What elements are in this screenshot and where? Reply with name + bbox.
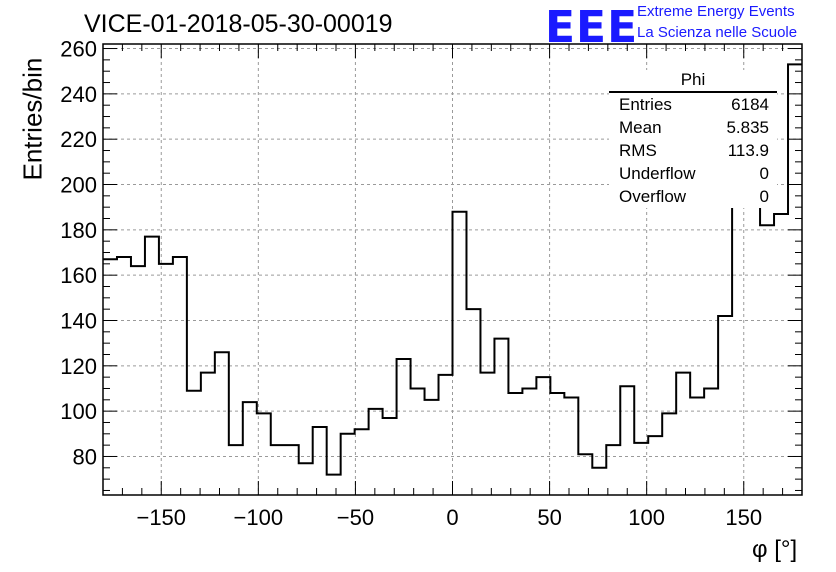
histogram-bin	[201, 373, 215, 495]
y-tick-label: 240	[60, 82, 97, 107]
histogram-bin	[215, 352, 229, 495]
stats-value: 6184	[731, 95, 769, 114]
histogram-bin	[131, 266, 145, 495]
histogram-bin	[550, 393, 564, 495]
stats-box: Phi Entries 6184 Mean 5.835 RMS 113.9 Un…	[609, 70, 777, 208]
stats-row: Mean 5.835	[609, 116, 777, 139]
histogram-bin	[271, 445, 285, 495]
y-tick-label: 100	[60, 399, 97, 424]
stats-title: Phi	[609, 70, 777, 93]
y-tick-label: 180	[60, 218, 97, 243]
histogram-bin	[788, 64, 802, 495]
histogram-bin	[369, 409, 383, 495]
chart-title: VICE-01-2018-05-30-00019	[84, 10, 393, 38]
histogram-bin	[494, 339, 508, 495]
histogram-bin	[676, 373, 690, 495]
histogram-bin	[145, 237, 159, 495]
stats-row: Underflow 0	[609, 162, 777, 185]
histogram-bin	[397, 359, 411, 495]
stats-row: Entries 6184	[609, 93, 777, 116]
histogram-bin	[439, 375, 453, 495]
histogram-bin	[690, 398, 704, 495]
stats-value: 113.9	[727, 141, 769, 160]
histogram-bin	[159, 264, 173, 495]
x-tick-label: −100	[234, 505, 284, 530]
x-tick-label: 150	[725, 505, 762, 530]
brand-tagline: La Scienza nelle Scuole	[637, 24, 798, 41]
histogram-bin	[229, 445, 243, 495]
histogram-bin	[634, 443, 648, 495]
stats-row: RMS 113.9	[609, 139, 777, 162]
histogram-bin	[662, 413, 676, 495]
histogram-bin	[383, 418, 397, 495]
stats-label: Entries	[619, 95, 672, 114]
y-tick-label: 140	[60, 308, 97, 333]
histogram-bin	[173, 257, 187, 495]
y-tick-label: 200	[60, 173, 97, 198]
histogram-bin	[718, 316, 732, 495]
brand-name: Extreme Energy Events	[637, 3, 795, 20]
histogram-bin	[453, 212, 467, 495]
histogram-bin	[704, 388, 718, 495]
y-tick-label: 120	[60, 354, 97, 379]
histogram-bin	[774, 214, 788, 495]
histogram-bin	[313, 427, 327, 495]
histogram-bin	[760, 225, 774, 495]
histogram-outline	[103, 63, 802, 476]
stats-row: Overflow 0	[609, 185, 777, 208]
histogram-bin	[327, 475, 341, 495]
histogram-bin	[606, 445, 620, 495]
histogram-bin	[411, 388, 425, 495]
y-tick-label: 220	[60, 127, 97, 152]
histogram-bin	[480, 373, 494, 495]
histogram-bin	[648, 436, 662, 495]
stats-value: 0	[759, 187, 769, 206]
y-tick-label: 260	[60, 37, 97, 62]
histogram-bin	[117, 257, 131, 495]
histogram-bin	[299, 463, 313, 495]
histogram-bin	[592, 468, 606, 495]
histogram-bin	[732, 180, 746, 495]
histogram-bin	[285, 445, 299, 495]
histogram-bin	[620, 386, 634, 495]
y-tick-label: 160	[60, 263, 97, 288]
histogram-bin	[522, 388, 536, 495]
x-tick-label: 0	[446, 505, 458, 530]
stats-value: 5.835	[726, 118, 769, 137]
histogram-bin	[187, 391, 201, 495]
histogram-bin	[425, 400, 439, 495]
y-axis-label: Entries/bin	[17, 57, 48, 181]
stats-value: 0	[759, 164, 769, 183]
x-tick-label: −50	[337, 505, 374, 530]
stats-label: Underflow	[619, 164, 696, 183]
histogram-bin	[341, 434, 355, 495]
y-tick-label: 80	[73, 444, 97, 469]
stats-label: Overflow	[619, 187, 687, 206]
histogram-bin	[466, 309, 480, 495]
histogram-bin	[578, 454, 592, 495]
histogram-bin	[564, 398, 578, 495]
histogram-bin	[508, 393, 522, 495]
x-tick-label: 50	[537, 505, 561, 530]
histogram-bin	[243, 402, 257, 495]
stats-label: RMS	[619, 141, 657, 160]
x-tick-label: −150	[136, 505, 186, 530]
x-tick-label: 100	[628, 505, 665, 530]
histogram-bin	[536, 377, 550, 495]
histogram-bin	[257, 413, 271, 495]
eee-logo: EEE	[545, 2, 639, 53]
x-axis-label: φ [°]	[752, 536, 798, 563]
stats-label: Mean	[619, 118, 662, 137]
histogram-bin	[355, 429, 369, 495]
